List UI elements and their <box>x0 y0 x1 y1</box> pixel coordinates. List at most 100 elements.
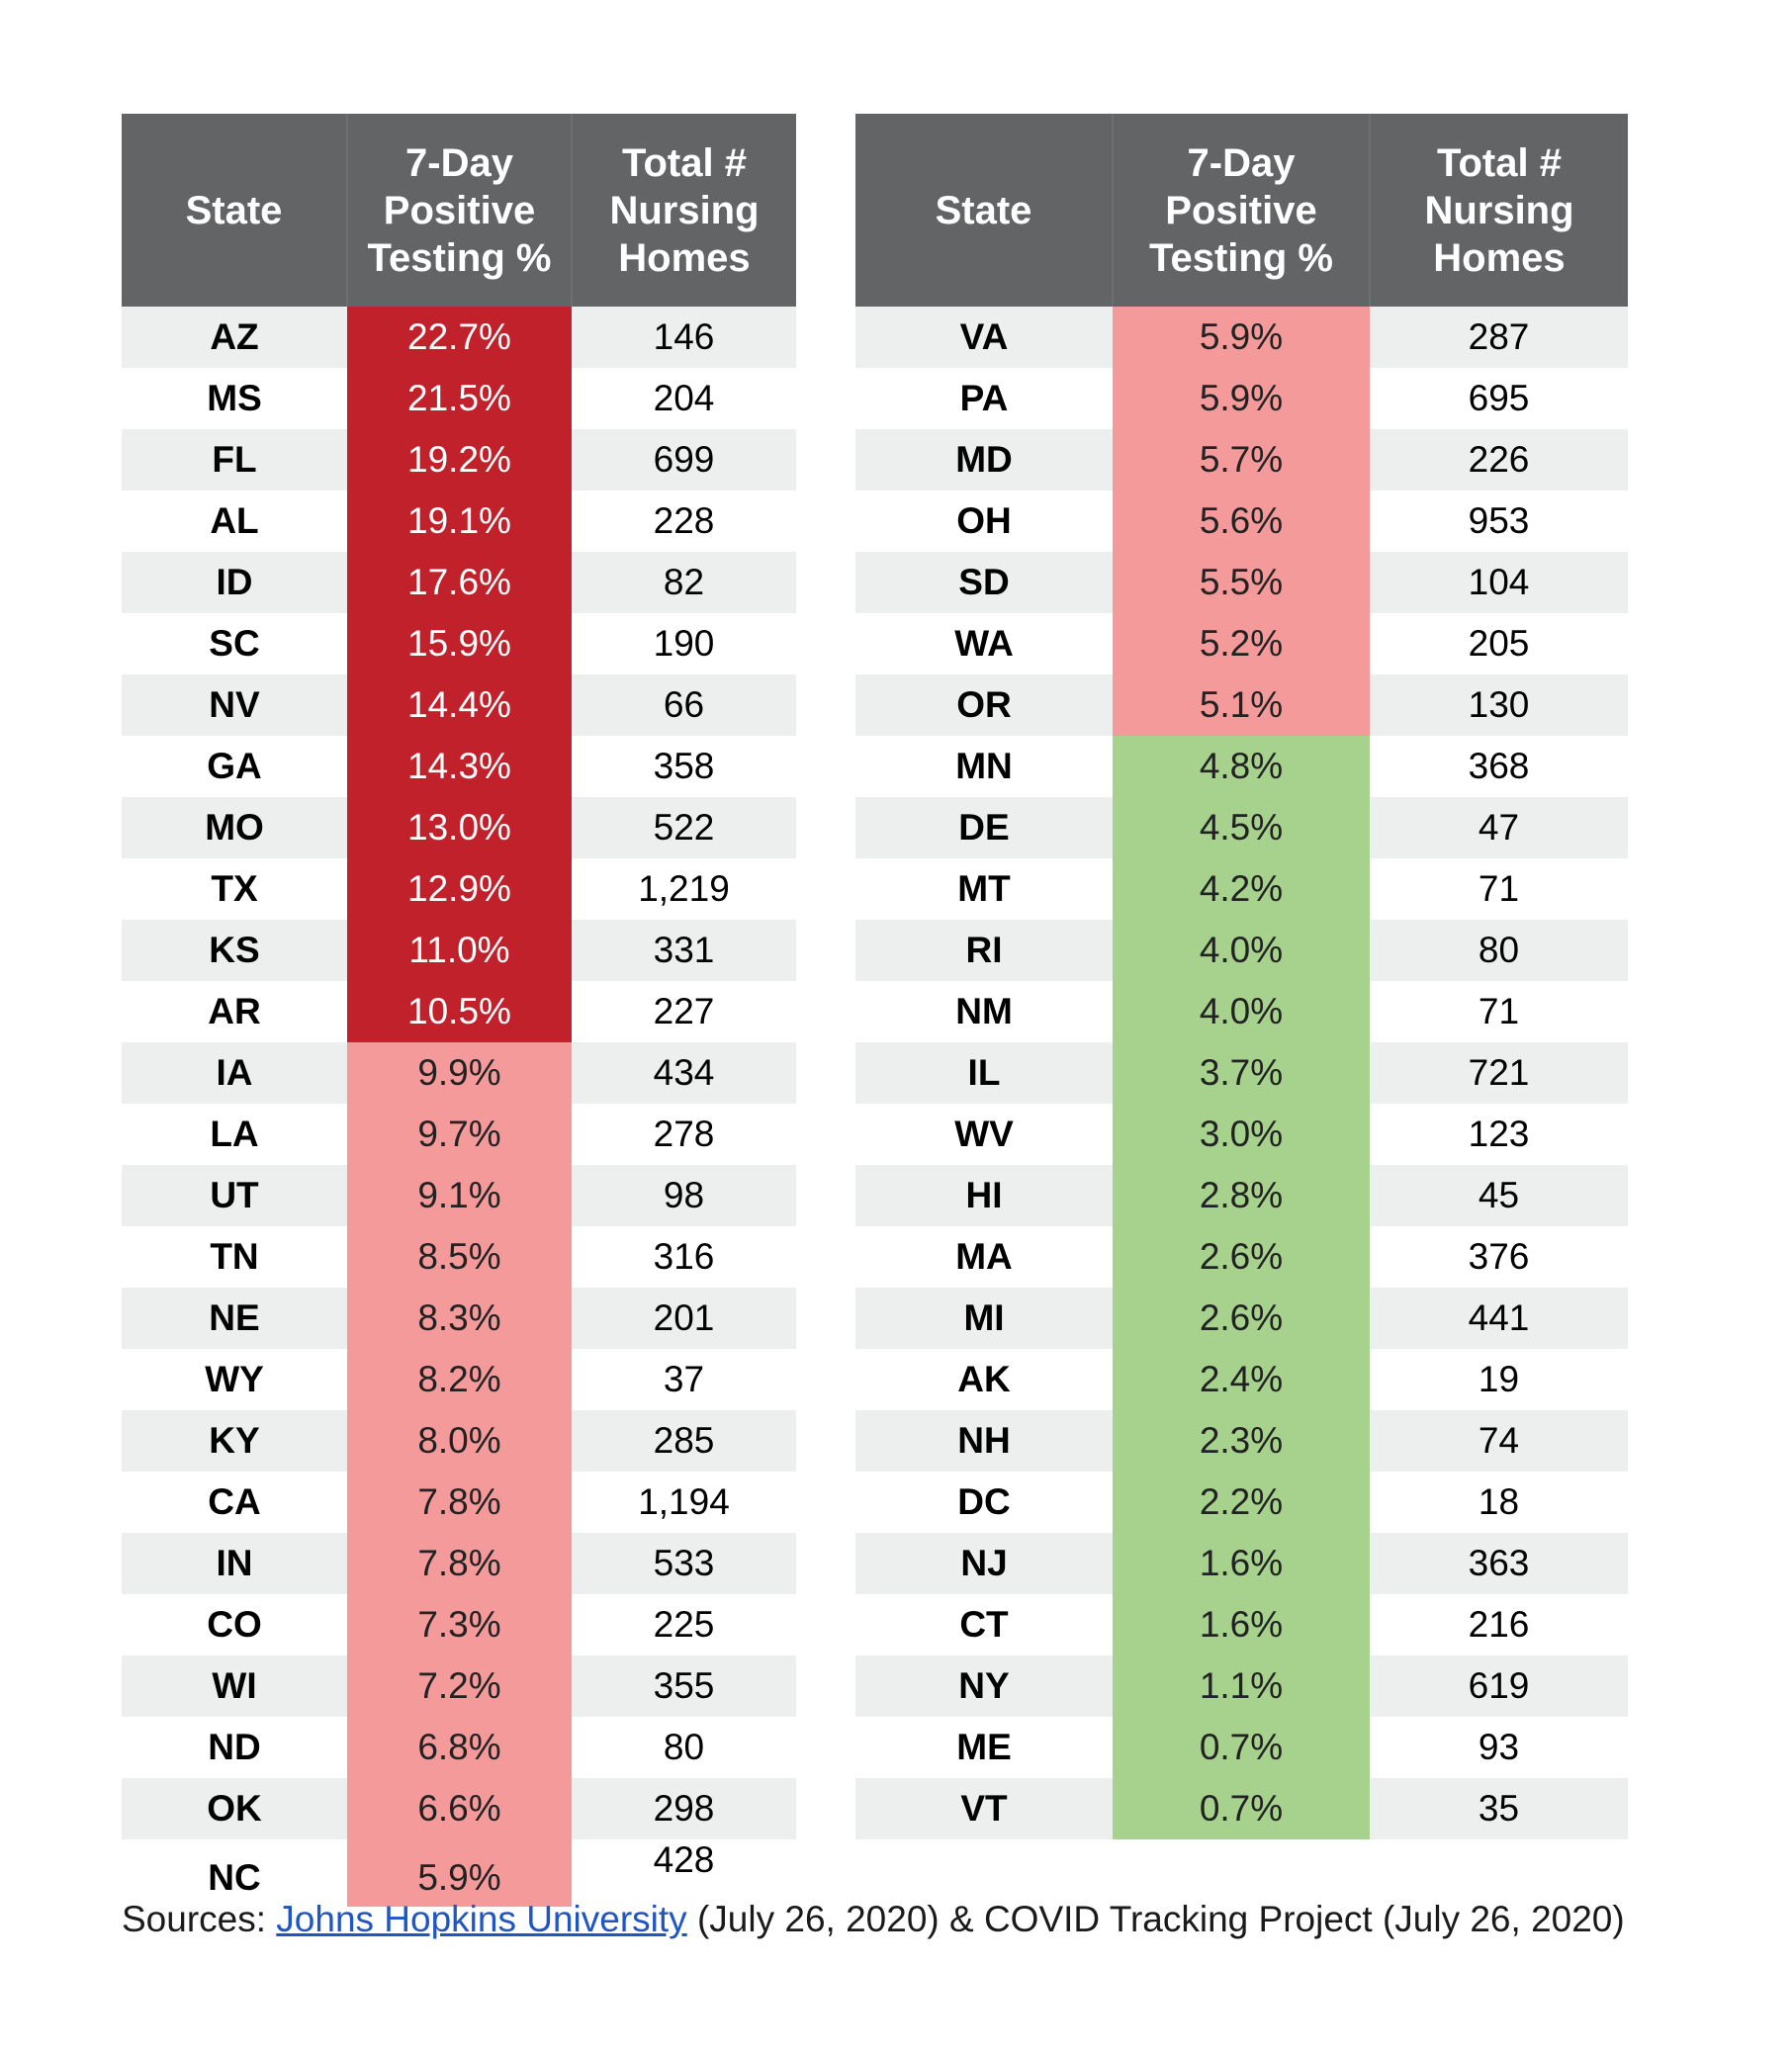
positive-rate-cell: 2.6% <box>1113 1226 1370 1288</box>
table-row: CT 1.6% 216 <box>855 1594 1628 1655</box>
positive-rate-cell: 5.6% <box>1113 491 1370 552</box>
nursing-homes-cell: 316 <box>572 1226 796 1288</box>
nursing-homes-cell: 205 <box>1370 613 1628 674</box>
positive-rate-cell: 11.0% <box>347 920 572 981</box>
nursing-homes-cell: 355 <box>572 1655 796 1717</box>
nursing-homes-cell: 226 <box>1370 429 1628 491</box>
table-row: WA 5.2% 205 <box>855 613 1628 674</box>
positive-rate-cell: 14.3% <box>347 736 572 797</box>
table-row: VA 5.9% 287 <box>855 307 1628 368</box>
table-row: DE 4.5% 47 <box>855 797 1628 858</box>
nursing-homes-cell: 93 <box>1370 1717 1628 1778</box>
state-cell: MN <box>855 736 1113 797</box>
state-cell: MA <box>855 1226 1113 1288</box>
state-cell: ME <box>855 1717 1113 1778</box>
nursing-homes-cell: 74 <box>1370 1410 1628 1472</box>
positive-rate-cell: 14.4% <box>347 674 572 736</box>
state-cell: NH <box>855 1410 1113 1472</box>
positive-rate-cell: 5.1% <box>1113 674 1370 736</box>
state-cell: CA <box>122 1472 347 1533</box>
positive-rate-cell: 4.2% <box>1113 858 1370 920</box>
positive-rate-cell: 15.9% <box>347 613 572 674</box>
state-cell: WI <box>122 1655 347 1717</box>
state-cell: NM <box>855 981 1113 1042</box>
state-cell: TN <box>122 1226 347 1288</box>
nursing-homes-cell: 98 <box>572 1165 796 1226</box>
state-cell: OR <box>855 674 1113 736</box>
state-cell: CT <box>855 1594 1113 1655</box>
header-positive-testing: 7-Day Positive Testing % <box>1113 114 1371 307</box>
nursing-homes-cell: 721 <box>1370 1042 1628 1104</box>
positive-rate-cell: 9.1% <box>347 1165 572 1226</box>
table-row: AL 19.1% 228 <box>122 491 796 552</box>
table-row: MO 13.0% 522 <box>122 797 796 858</box>
state-cell: VA <box>855 307 1113 368</box>
positive-rate-cell: 12.9% <box>347 858 572 920</box>
table-row: VT 0.7% 35 <box>855 1778 1628 1839</box>
nursing-homes-cell: 82 <box>572 552 796 613</box>
state-cell: AK <box>855 1349 1113 1410</box>
positive-rate-cell: 8.0% <box>347 1410 572 1472</box>
positive-rate-cell: 17.6% <box>347 552 572 613</box>
nursing-homes-cell: 428 <box>572 1839 796 1907</box>
table-row: CO 7.3% 225 <box>122 1594 796 1655</box>
table-row: AR 10.5% 227 <box>122 981 796 1042</box>
table-row: IL 3.7% 721 <box>855 1042 1628 1104</box>
table-row: FL 19.2% 699 <box>122 429 796 491</box>
state-cell: ND <box>122 1717 347 1778</box>
table-row: WY 8.2% 37 <box>122 1349 796 1410</box>
nursing-homes-cell: 225 <box>572 1594 796 1655</box>
table-row: SC 15.9% 190 <box>122 613 796 674</box>
state-cell: SC <box>122 613 347 674</box>
positive-rate-cell: 1.6% <box>1113 1594 1370 1655</box>
state-cell: IN <box>122 1533 347 1594</box>
positive-rate-cell: 4.8% <box>1113 736 1370 797</box>
positive-rate-cell: 0.7% <box>1113 1717 1370 1778</box>
nursing-homes-cell: 71 <box>1370 858 1628 920</box>
state-cell: WA <box>855 613 1113 674</box>
state-cell: NY <box>855 1655 1113 1717</box>
table-row: LA 9.7% 278 <box>122 1104 796 1165</box>
nursing-homes-cell: 130 <box>1370 674 1628 736</box>
state-cell: KS <box>122 920 347 981</box>
nursing-homes-cell: 201 <box>572 1288 796 1349</box>
table-row: IA 9.9% 434 <box>122 1042 796 1104</box>
state-cell: NC <box>122 1839 347 1907</box>
header-state: State <box>122 114 348 307</box>
state-cell: WY <box>122 1349 347 1410</box>
table-row: NH 2.3% 74 <box>855 1410 1628 1472</box>
sources-note: Sources: Johns Hopkins University (July … <box>122 1899 1625 1940</box>
table-row: ND 6.8% 80 <box>122 1717 796 1778</box>
positive-rate-cell: 19.1% <box>347 491 572 552</box>
sources-suffix: (July 26, 2020) & COVID Tracking Project… <box>686 1899 1625 1939</box>
header-state: State <box>855 114 1114 307</box>
nursing-homes-cell: 47 <box>1370 797 1628 858</box>
positive-rate-cell: 5.9% <box>1113 368 1370 429</box>
state-cell: AZ <box>122 307 347 368</box>
nursing-homes-cell: 619 <box>1370 1655 1628 1717</box>
table-row: UT 9.1% 98 <box>122 1165 796 1226</box>
positive-rate-cell: 8.2% <box>347 1349 572 1410</box>
positive-rate-cell: 3.0% <box>1113 1104 1370 1165</box>
nursing-homes-cell: 37 <box>572 1349 796 1410</box>
nursing-homes-cell: 80 <box>572 1717 796 1778</box>
state-cell: AL <box>122 491 347 552</box>
table-row: ME 0.7% 93 <box>855 1717 1628 1778</box>
state-cell: GA <box>122 736 347 797</box>
johns-hopkins-link[interactable]: Johns Hopkins University <box>276 1899 687 1939</box>
positive-rate-cell: 7.8% <box>347 1472 572 1533</box>
state-cell: ID <box>122 552 347 613</box>
positive-rate-cell: 4.0% <box>1113 920 1370 981</box>
state-cell: UT <box>122 1165 347 1226</box>
table-row: MT 4.2% 71 <box>855 858 1628 920</box>
right-header-row: State 7-Day Positive Testing % Total # N… <box>855 114 1628 307</box>
positive-rate-cell: 19.2% <box>347 429 572 491</box>
positive-rate-cell: 2.8% <box>1113 1165 1370 1226</box>
nursing-homes-cell: 699 <box>572 429 796 491</box>
table-row: KY 8.0% 285 <box>122 1410 796 1472</box>
nursing-homes-cell: 104 <box>1370 552 1628 613</box>
state-cell: MT <box>855 858 1113 920</box>
sources-prefix: Sources: <box>122 1899 277 1939</box>
positive-rate-cell: 7.3% <box>347 1594 572 1655</box>
table-row: TX 12.9% 1,219 <box>122 858 796 920</box>
